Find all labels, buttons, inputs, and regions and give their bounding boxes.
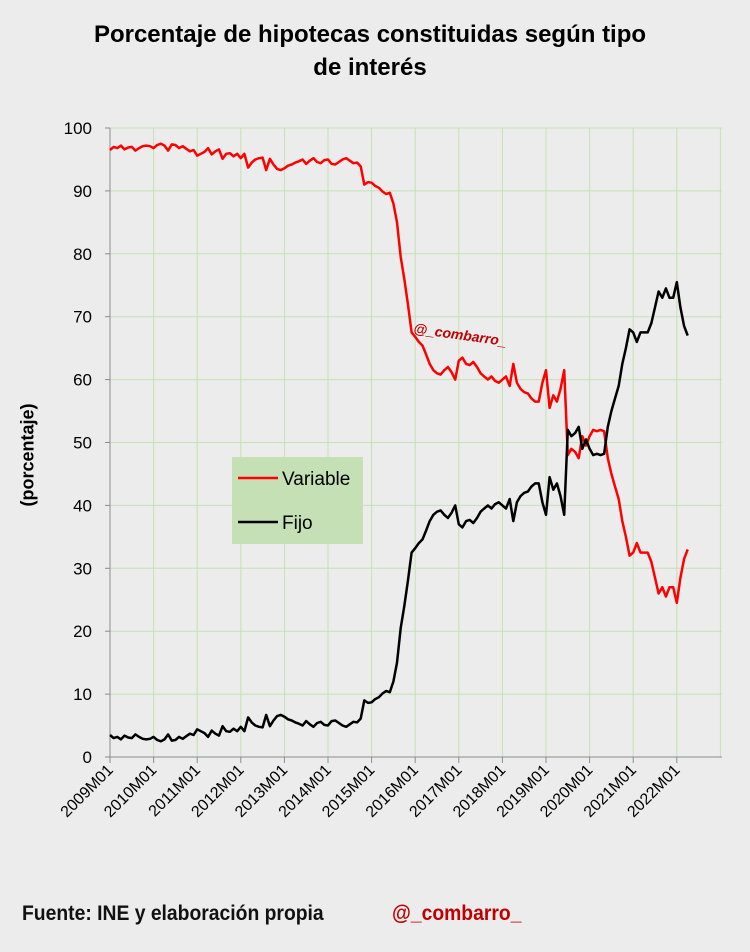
- y-tick-label: 30: [73, 559, 92, 578]
- y-tick-label: 20: [73, 622, 92, 641]
- y-tick-label: 0: [83, 748, 92, 767]
- series-line-variable: [109, 142, 689, 605]
- y-tick-label: 90: [73, 182, 92, 201]
- y-tick-label: 70: [73, 308, 92, 327]
- chart-title: Porcentaje de hipotecas constituidas seg…: [0, 18, 740, 84]
- y-tick-label: 100: [64, 119, 92, 138]
- line-chart: 01020304050607080901002009M012010M012011…: [58, 119, 722, 821]
- legend-label-fijo: Fijo: [282, 513, 313, 534]
- footer-handle: @_combarro_: [392, 902, 522, 925]
- y-tick-label: 60: [73, 371, 92, 390]
- footer-source: Fuente: INE y elaboración propia: [22, 902, 324, 925]
- y-tick-label: 50: [73, 434, 92, 453]
- y-tick-label: 80: [73, 245, 92, 264]
- chart-title-line-1: Porcentaje de hipotecas constituidas seg…: [93, 21, 647, 48]
- y-tick-label: 40: [73, 496, 92, 515]
- y-tick-label: 10: [73, 685, 92, 704]
- chart-title-line-2: de interés: [313, 54, 427, 81]
- legend: [232, 457, 363, 544]
- legend-label-variable: Variable: [282, 469, 350, 490]
- series-line-fijo: [109, 280, 689, 743]
